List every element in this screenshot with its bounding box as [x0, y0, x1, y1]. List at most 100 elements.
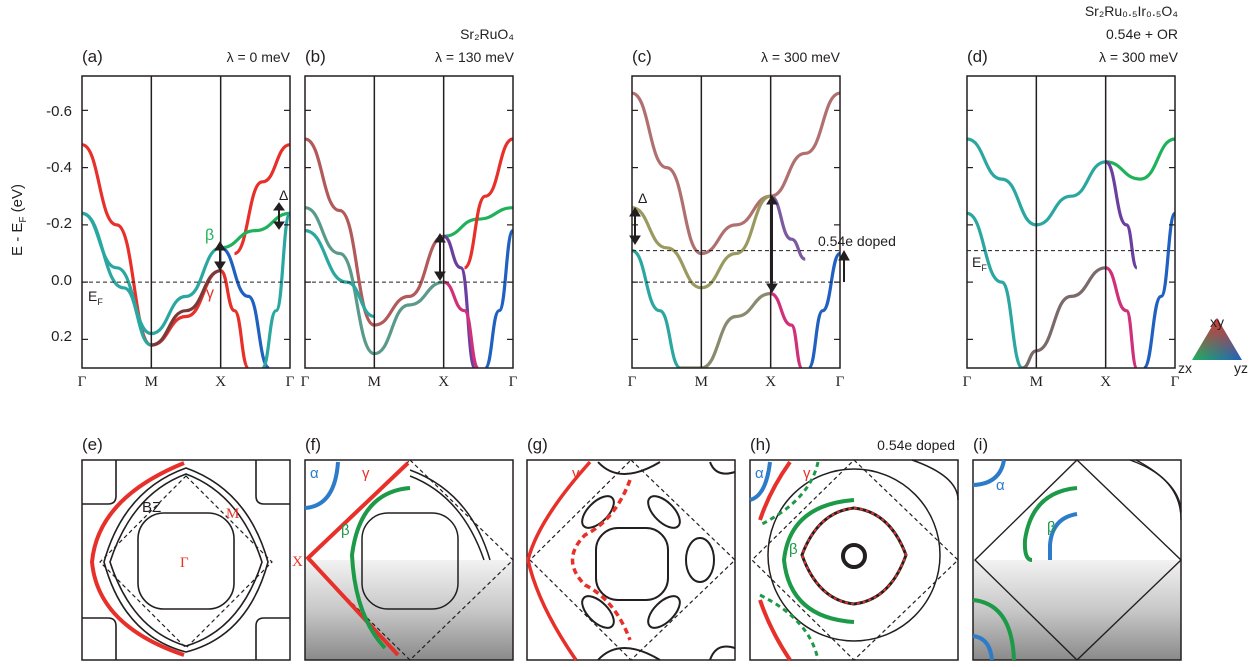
- arpes-image: [305, 560, 513, 660]
- k-label: X: [438, 374, 449, 390]
- beta-band-green: [1022, 486, 1078, 562]
- panel-frame: [81, 459, 291, 661]
- fermi-contours: [361, 469, 491, 610]
- arrowhead: [766, 283, 778, 293]
- y-tick-label: -0.6: [46, 103, 72, 120]
- panel-e: BZ M Γ: [81, 459, 291, 661]
- orbital-color-legend: xy zx yz: [1178, 314, 1248, 376]
- arrowhead: [766, 195, 778, 205]
- panel-letter-h: (h): [750, 435, 771, 454]
- band-line: [305, 137, 445, 327]
- panel-title-d-line1: Sr₂Ru₀.₅Ir₀.₅O₄: [1085, 3, 1178, 19]
- arrowhead: [629, 207, 641, 217]
- beta-band-green-dotted: [759, 461, 820, 661]
- k-label: X: [215, 374, 226, 390]
- band-line: [1105, 137, 1175, 181]
- arpes-image: [973, 560, 1181, 660]
- k-label: X: [765, 374, 776, 390]
- band-line: [770, 91, 840, 198]
- fermi-surface-row: (e) (f) (g) (h) 0.54e doped (i) BZ M Γ: [81, 435, 1183, 662]
- inner-pocket: [800, 506, 908, 606]
- arrowhead: [434, 271, 446, 281]
- label-alpha: α: [996, 477, 1005, 494]
- label-m: M: [226, 506, 239, 522]
- panel-title-a: λ = 0 meV: [227, 49, 291, 65]
- arrowhead: [214, 241, 226, 251]
- ef-label-a: EF: [88, 288, 103, 307]
- legend-yz: yz: [1234, 360, 1248, 376]
- band-line: [1104, 266, 1139, 368]
- band-line: [1104, 160, 1139, 270]
- k-label: Γ: [836, 374, 845, 390]
- panel-letter-a: (a): [82, 47, 103, 66]
- panel-h: α γ β: [749, 459, 959, 662]
- panel-title-d-line2: 0.54e + OR: [1106, 26, 1178, 42]
- fermi-contours: [581, 461, 736, 661]
- band-line: [769, 194, 806, 261]
- fermi-contours: [82, 460, 290, 660]
- panel-title-c: λ = 300 meV: [761, 49, 841, 65]
- panel-letter-b: (b): [305, 47, 326, 66]
- arrowhead: [629, 235, 641, 245]
- panel-letter-f: (f): [305, 435, 321, 454]
- alpha-band-blue-lower: [972, 634, 994, 661]
- panel-frame: [749, 459, 959, 661]
- gap-arrows: [214, 195, 850, 293]
- inner-pocket-red-dotted: [800, 506, 908, 606]
- y-tick-label: 0.0: [51, 272, 72, 289]
- panel-letter-d: (d): [967, 47, 988, 66]
- panel-title-d-line3: λ = 300 meV: [1099, 49, 1179, 65]
- legend-triangle-overlay: [1192, 318, 1242, 360]
- label-gamma: γ: [572, 465, 580, 482]
- arrowhead: [838, 249, 850, 261]
- delta-label-b: Δ: [279, 187, 288, 203]
- arrowhead: [273, 202, 285, 211]
- panel-frame: [966, 75, 1176, 369]
- ef-label-d: EF: [972, 254, 987, 273]
- label-bz: BZ: [142, 499, 161, 516]
- panel-letter-e: (e): [82, 435, 103, 454]
- band-line: [770, 292, 804, 368]
- panel-frame: [631, 75, 841, 369]
- label-x: X: [292, 554, 303, 570]
- beta-band-green: [349, 486, 411, 650]
- label-alpha: α: [310, 465, 319, 482]
- panel-title-b-line2: λ = 130 meV: [435, 49, 515, 65]
- doped-label-c: 0.54e doped: [818, 233, 896, 249]
- k-label: M: [368, 374, 381, 390]
- label-beta: β: [1047, 519, 1056, 536]
- k-label: Γ: [78, 374, 87, 390]
- panel-frame: [81, 75, 291, 369]
- beta-pocket-blue: [1048, 512, 1078, 560]
- band-line: [1022, 266, 1106, 368]
- band-line: [632, 91, 771, 256]
- band-line: [443, 280, 480, 368]
- label-beta: β: [341, 522, 350, 539]
- band-line: [260, 211, 290, 368]
- label-gamma: γ: [362, 465, 370, 482]
- band-line: [233, 143, 290, 256]
- band-line: [82, 211, 152, 347]
- k-label: X: [1100, 374, 1111, 390]
- gamma-label-a: γ: [206, 285, 214, 302]
- k-label: Γ: [301, 374, 310, 390]
- alpha-band-blue: [304, 461, 340, 510]
- panel-title-h: 0.54e doped: [877, 437, 955, 453]
- label-beta: β: [789, 541, 798, 558]
- bz-dashed: [751, 459, 959, 661]
- alpha-band-blue: [972, 459, 1006, 487]
- band-line: [967, 211, 1025, 368]
- panel-letter-c: (c): [632, 47, 652, 66]
- k-label: M: [1030, 374, 1043, 390]
- band-line: [220, 246, 271, 368]
- alpha-band-blue: [749, 461, 772, 502]
- k-label: Γ: [286, 374, 295, 390]
- panel-title-b-line1: Sr₂RuO₄: [460, 26, 514, 42]
- y-tick-label: 0.2: [51, 328, 72, 345]
- center-pocket: [841, 543, 867, 569]
- band-line: [483, 229, 513, 368]
- k-label: Γ: [963, 374, 972, 390]
